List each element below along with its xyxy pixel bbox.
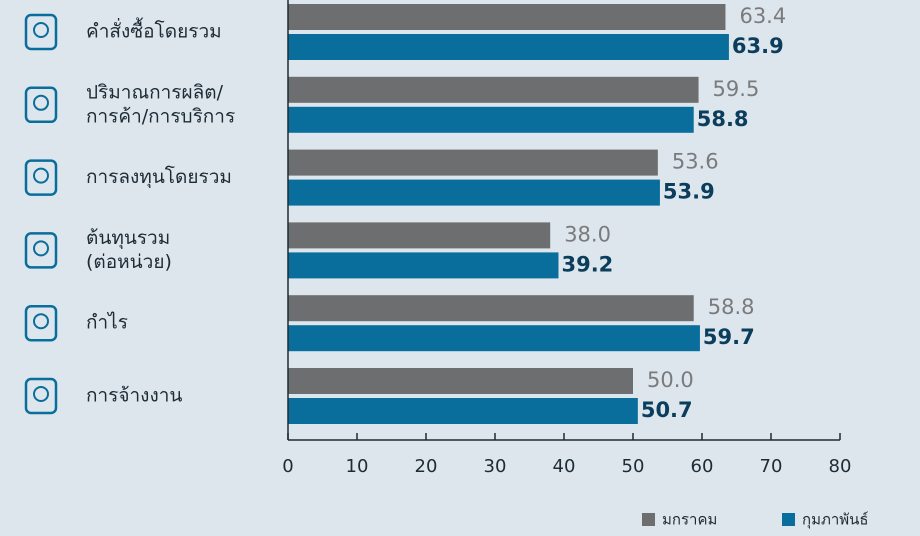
bar xyxy=(288,149,658,176)
category-icon xyxy=(24,86,58,124)
value-label: 63.4 xyxy=(739,4,786,28)
category-label: การลงทุนโดยรวม xyxy=(86,165,232,189)
x-tick-label: 30 xyxy=(484,456,507,477)
value-label: 53.9 xyxy=(663,180,715,204)
value-label: 53.6 xyxy=(672,150,719,174)
category-label: (ต่อหน่วย) xyxy=(86,251,172,273)
bar xyxy=(288,76,699,103)
x-tick-label: 40 xyxy=(553,456,576,477)
value-label: 50.0 xyxy=(647,368,694,392)
category-label: ต้นทุนรวม xyxy=(86,227,170,250)
legend-swatch xyxy=(642,513,655,526)
category-icon xyxy=(24,304,58,342)
value-label: 50.7 xyxy=(641,398,693,422)
bar xyxy=(288,252,559,279)
legend-label: กุมภาพันธ์ xyxy=(802,511,869,530)
category-icon xyxy=(24,377,58,415)
category-label: การจ้างงาน xyxy=(86,385,182,407)
legend-swatch xyxy=(782,513,795,526)
value-label: 58.8 xyxy=(708,295,755,319)
bar xyxy=(288,368,633,394)
category-icon-detail xyxy=(33,94,49,111)
category-icon xyxy=(24,232,58,269)
bar xyxy=(288,4,726,30)
bar xyxy=(288,179,660,206)
bar xyxy=(288,398,638,424)
value-label: 63.9 xyxy=(732,34,784,58)
x-tick-label: 70 xyxy=(760,456,783,477)
value-label: 59.5 xyxy=(713,77,760,101)
x-tick-label: 20 xyxy=(415,456,438,477)
x-tick-label: 0 xyxy=(282,456,293,477)
bar xyxy=(288,34,729,60)
bar xyxy=(288,222,551,249)
category-label: ปริมาณการผลิต/ xyxy=(86,81,224,103)
value-label: 39.2 xyxy=(561,252,613,276)
value-label: 38.0 xyxy=(564,222,611,246)
x-tick-label: 60 xyxy=(691,456,714,477)
value-label: 59.7 xyxy=(703,325,755,349)
bar xyxy=(288,325,700,352)
category-label: การค้า/การบริการ xyxy=(86,105,235,127)
category-icon-detail xyxy=(33,240,49,257)
category-icon xyxy=(24,13,58,51)
category-label: กำไร xyxy=(86,312,128,334)
category-icon-detail xyxy=(33,386,49,402)
category-label: คำสั่งซื้อโดยรวม xyxy=(86,18,222,43)
category-icon xyxy=(24,159,58,196)
x-tick-label: 10 xyxy=(346,456,369,477)
bar xyxy=(288,106,694,133)
value-label: 58.8 xyxy=(697,107,749,131)
category-icon-detail xyxy=(33,313,49,330)
x-tick-label: 80 xyxy=(829,456,852,477)
category-icon-detail xyxy=(33,22,49,38)
category-icon-detail xyxy=(33,167,49,184)
x-tick-label: 50 xyxy=(622,456,645,477)
legend-label: มกราคม xyxy=(662,511,717,529)
bar xyxy=(288,295,694,322)
